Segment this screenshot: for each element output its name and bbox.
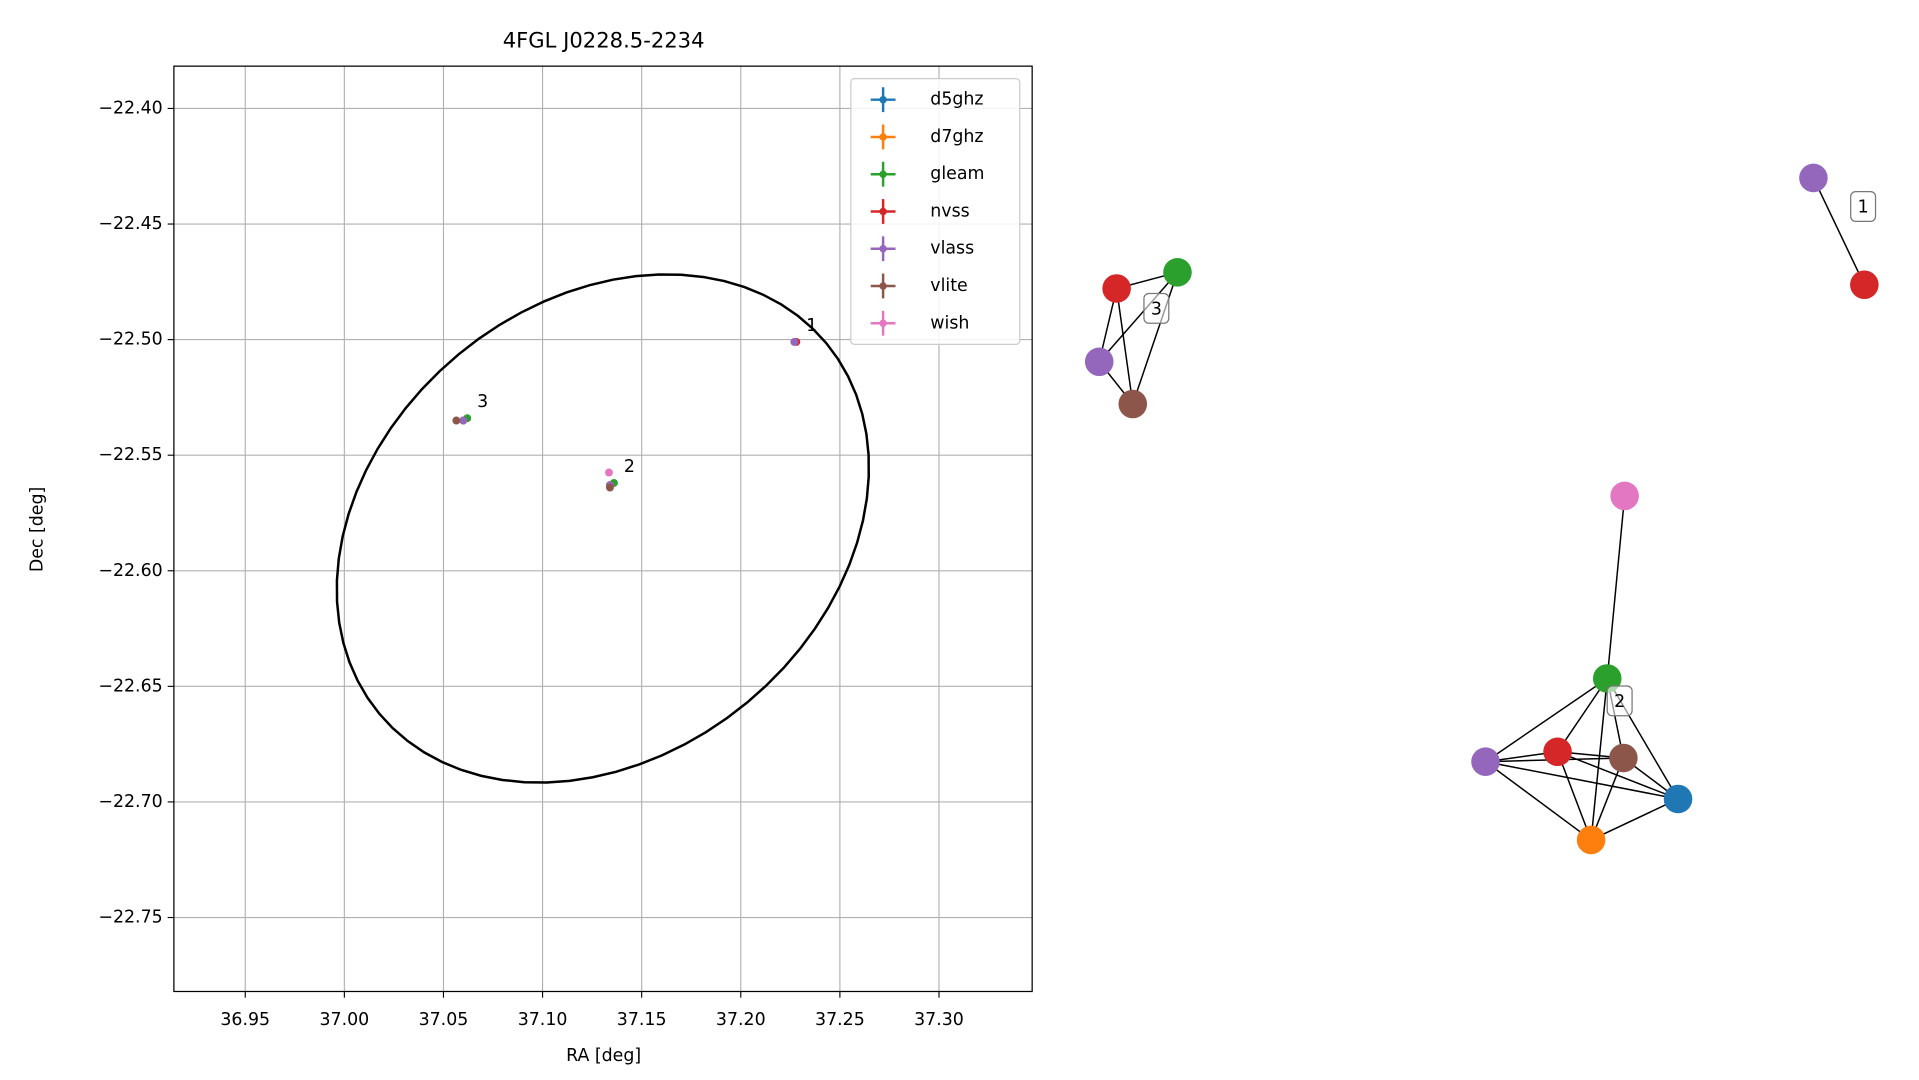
x-tick-label: 36.95 [220, 1010, 270, 1030]
legend-marker [879, 170, 887, 178]
x-tick-label: 37.10 [518, 1010, 568, 1030]
edge [1590, 798, 1679, 841]
edge [1557, 751, 1679, 800]
node [1663, 784, 1693, 814]
legend-marker [879, 245, 887, 253]
edge [1485, 761, 1592, 841]
point [452, 416, 461, 425]
y-tick-label: −22.45 [98, 214, 162, 234]
x-tick-label: 37.30 [914, 1010, 964, 1030]
edge [1590, 757, 1625, 841]
node [1543, 737, 1572, 767]
legend-label: wish [930, 313, 969, 333]
cluster-label: 3 [1151, 300, 1162, 320]
edge [1485, 760, 1679, 800]
node [1471, 747, 1500, 776]
node [1576, 825, 1606, 855]
y-tick-label: −22.60 [98, 561, 162, 581]
error-ellipse [335, 273, 870, 784]
chart-title: 4FGL J0228.5-2234 [503, 27, 705, 52]
edge [1098, 271, 1179, 363]
point [605, 483, 614, 492]
edge [1606, 495, 1626, 679]
annotation: 2 [624, 457, 635, 477]
x-tick-label: 37.05 [419, 1010, 469, 1030]
annotation: 1 [806, 316, 817, 336]
node [1799, 163, 1828, 193]
x-tick-label: 37.00 [319, 1010, 369, 1030]
x-tick-label: 37.20 [716, 1010, 766, 1030]
edge [1132, 272, 1179, 405]
cluster-label-box [1606, 685, 1633, 717]
node [1084, 347, 1114, 377]
legend-marker [879, 282, 887, 290]
cluster-label-box [1850, 190, 1877, 223]
x-axis-label: RA [deg] [566, 1046, 641, 1066]
point [790, 337, 799, 346]
x-tick-label: 37.25 [815, 1010, 865, 1030]
cluster-label-box [1143, 292, 1170, 324]
legend-label: gleam [930, 164, 984, 184]
y-tick-label: −22.40 [98, 98, 162, 118]
edge [1485, 677, 1608, 763]
legend-marker [879, 319, 887, 327]
legend-marker [879, 133, 887, 141]
cluster-label: 2 [1614, 692, 1625, 712]
x-tick-label: 37.15 [617, 1010, 667, 1030]
y-tick-label: −22.55 [98, 445, 162, 465]
y-tick-label: −22.65 [98, 676, 162, 696]
point [604, 468, 613, 477]
node [1163, 258, 1192, 287]
y-tick-label: −22.50 [98, 330, 162, 350]
node [1102, 274, 1131, 303]
legend-label: nvss [930, 201, 969, 221]
legend-label: vlass [930, 239, 974, 259]
y-tick-label: −22.70 [98, 792, 162, 812]
edge [1115, 288, 1134, 405]
point [459, 416, 468, 425]
plot-frame [173, 65, 1033, 993]
node [1850, 270, 1879, 300]
legend-marker [879, 207, 887, 216]
edge [1556, 751, 1592, 841]
legend-marker [879, 95, 887, 104]
legend-label: d7ghz [930, 127, 983, 147]
legend-label: vlite [930, 276, 967, 296]
node [1118, 389, 1148, 419]
legend-box [850, 77, 1021, 345]
node [1609, 743, 1638, 773]
annotation: 3 [477, 392, 488, 412]
cluster-label: 1 [1858, 198, 1869, 218]
node [1610, 481, 1639, 511]
y-axis-label: Dec [deg] [27, 487, 47, 572]
legend-label: d5ghz [930, 90, 983, 110]
edge [1556, 678, 1608, 753]
edge [1812, 177, 1866, 286]
y-tick-label: −22.75 [98, 908, 162, 928]
